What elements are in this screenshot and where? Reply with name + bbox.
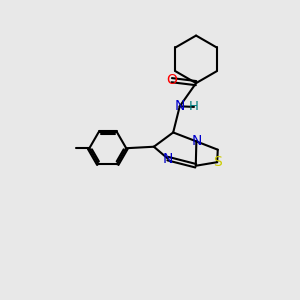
Text: N: N <box>175 99 185 113</box>
Text: H: H <box>189 100 199 113</box>
Text: N: N <box>163 152 173 166</box>
Text: S: S <box>213 155 221 169</box>
Text: O: O <box>166 73 177 87</box>
Text: N: N <box>191 134 202 148</box>
